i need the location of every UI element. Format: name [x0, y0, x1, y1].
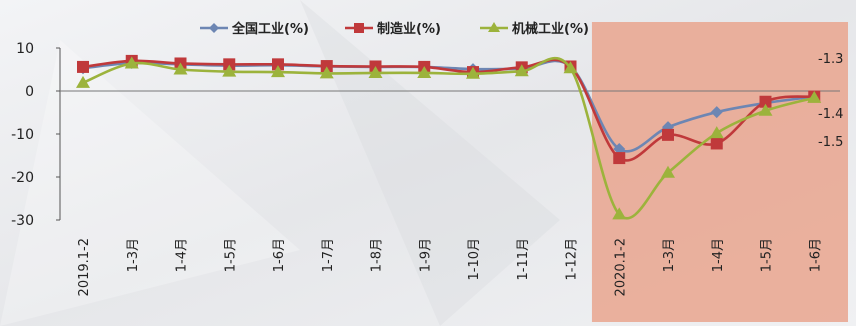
legend-item: 机械工业(%) [480, 21, 589, 37]
right-axis: -1.3 -1.4 -1.5 [818, 52, 843, 150]
highlight-band-2020 [591, 22, 848, 322]
data-point-square [759, 95, 772, 108]
series-line [82, 58, 815, 162]
data-point-triangle [563, 61, 578, 74]
data-point-square [613, 152, 626, 165]
legend-item: 全国工业(%) [200, 21, 309, 37]
data-point-square [710, 137, 723, 150]
x-axis: 2019.1-2 1-3月 1-4月 1-5月 1-6月 1-7月 1-8月 1-9月 1-10… [77, 238, 823, 296]
legend-label: 机械工业(%) [512, 21, 589, 37]
x-tick-label: 1-3月 [662, 238, 677, 272]
data-point-square [223, 58, 236, 71]
data-point-triangle [271, 65, 285, 78]
data-point-triangle [612, 207, 627, 220]
x-tick-label: 1-8月 [370, 238, 385, 272]
data-point-triangle [124, 56, 139, 69]
right-axis-label: -1.4 [818, 107, 843, 122]
data-point-square [272, 58, 284, 71]
x-tick-label: 1-5月 [223, 238, 238, 272]
data-point-triangle [417, 65, 432, 78]
data-point-triangle [466, 66, 480, 79]
legend-marker-square [354, 23, 364, 33]
series-triangle [76, 56, 822, 220]
y-tick-label: 0 [25, 84, 34, 100]
x-tick-label: 1-12月 [565, 238, 580, 281]
legend: 全国工业(%) 制造业(%) 机械工业(%) [200, 21, 589, 37]
data-point-diamond [613, 143, 626, 156]
x-tick-label: 1-9月 [418, 238, 433, 272]
data-point-triangle [368, 65, 383, 78]
background-facet [300, 0, 560, 326]
data-point-square [320, 60, 333, 73]
data-point-triangle [76, 75, 90, 88]
x-tick-label: 1-11月 [516, 238, 531, 281]
data-point-triangle [222, 64, 237, 77]
data-point-triangle [514, 64, 529, 77]
data-point-triangle [807, 90, 822, 103]
data-point-triangle [173, 62, 188, 75]
legend-item: 制造业(%) [345, 21, 441, 37]
y-tick-label: -20 [11, 170, 34, 186]
x-tick-label: 1-5月 [760, 238, 775, 272]
data-point-diamond [710, 106, 723, 119]
x-tick-label: 2019.1-2 [77, 238, 92, 296]
x-tick-label: 1-4月 [711, 238, 726, 272]
data-point-triangle [319, 66, 334, 79]
data-point-triangle [661, 165, 675, 178]
legend-marker-diamond [209, 23, 219, 33]
legend-marker-triangle [488, 22, 500, 32]
series-layer [76, 54, 822, 220]
legend-label: 制造业(%) [377, 21, 441, 37]
right-axis-label: -1.3 [818, 52, 843, 67]
y-tick-label: 10 [16, 41, 34, 57]
legend-label: 全国工业(%) [231, 21, 309, 37]
y-tick-label: -30 [11, 213, 34, 229]
x-tick-label: 1-7月 [321, 238, 336, 272]
y-tick-label: -10 [11, 127, 34, 143]
right-axis-label: -1.5 [818, 135, 843, 150]
data-point-square [662, 128, 674, 141]
data-point-triangle [709, 126, 724, 139]
y-axis: 10 0 -10 -20 -30 [11, 41, 840, 229]
data-point-triangle [758, 103, 773, 116]
data-point-square [77, 60, 89, 73]
x-tick-label: 1-3月 [126, 238, 141, 272]
background-facet [0, 40, 300, 326]
x-tick-label: 1-10月 [467, 238, 482, 281]
x-tick-label: 1-6月 [272, 238, 287, 272]
x-tick-label: 2020.1-2 [613, 238, 628, 296]
x-tick-label: 1-6月 [808, 238, 823, 272]
x-tick-label: 1-4月 [175, 238, 190, 272]
